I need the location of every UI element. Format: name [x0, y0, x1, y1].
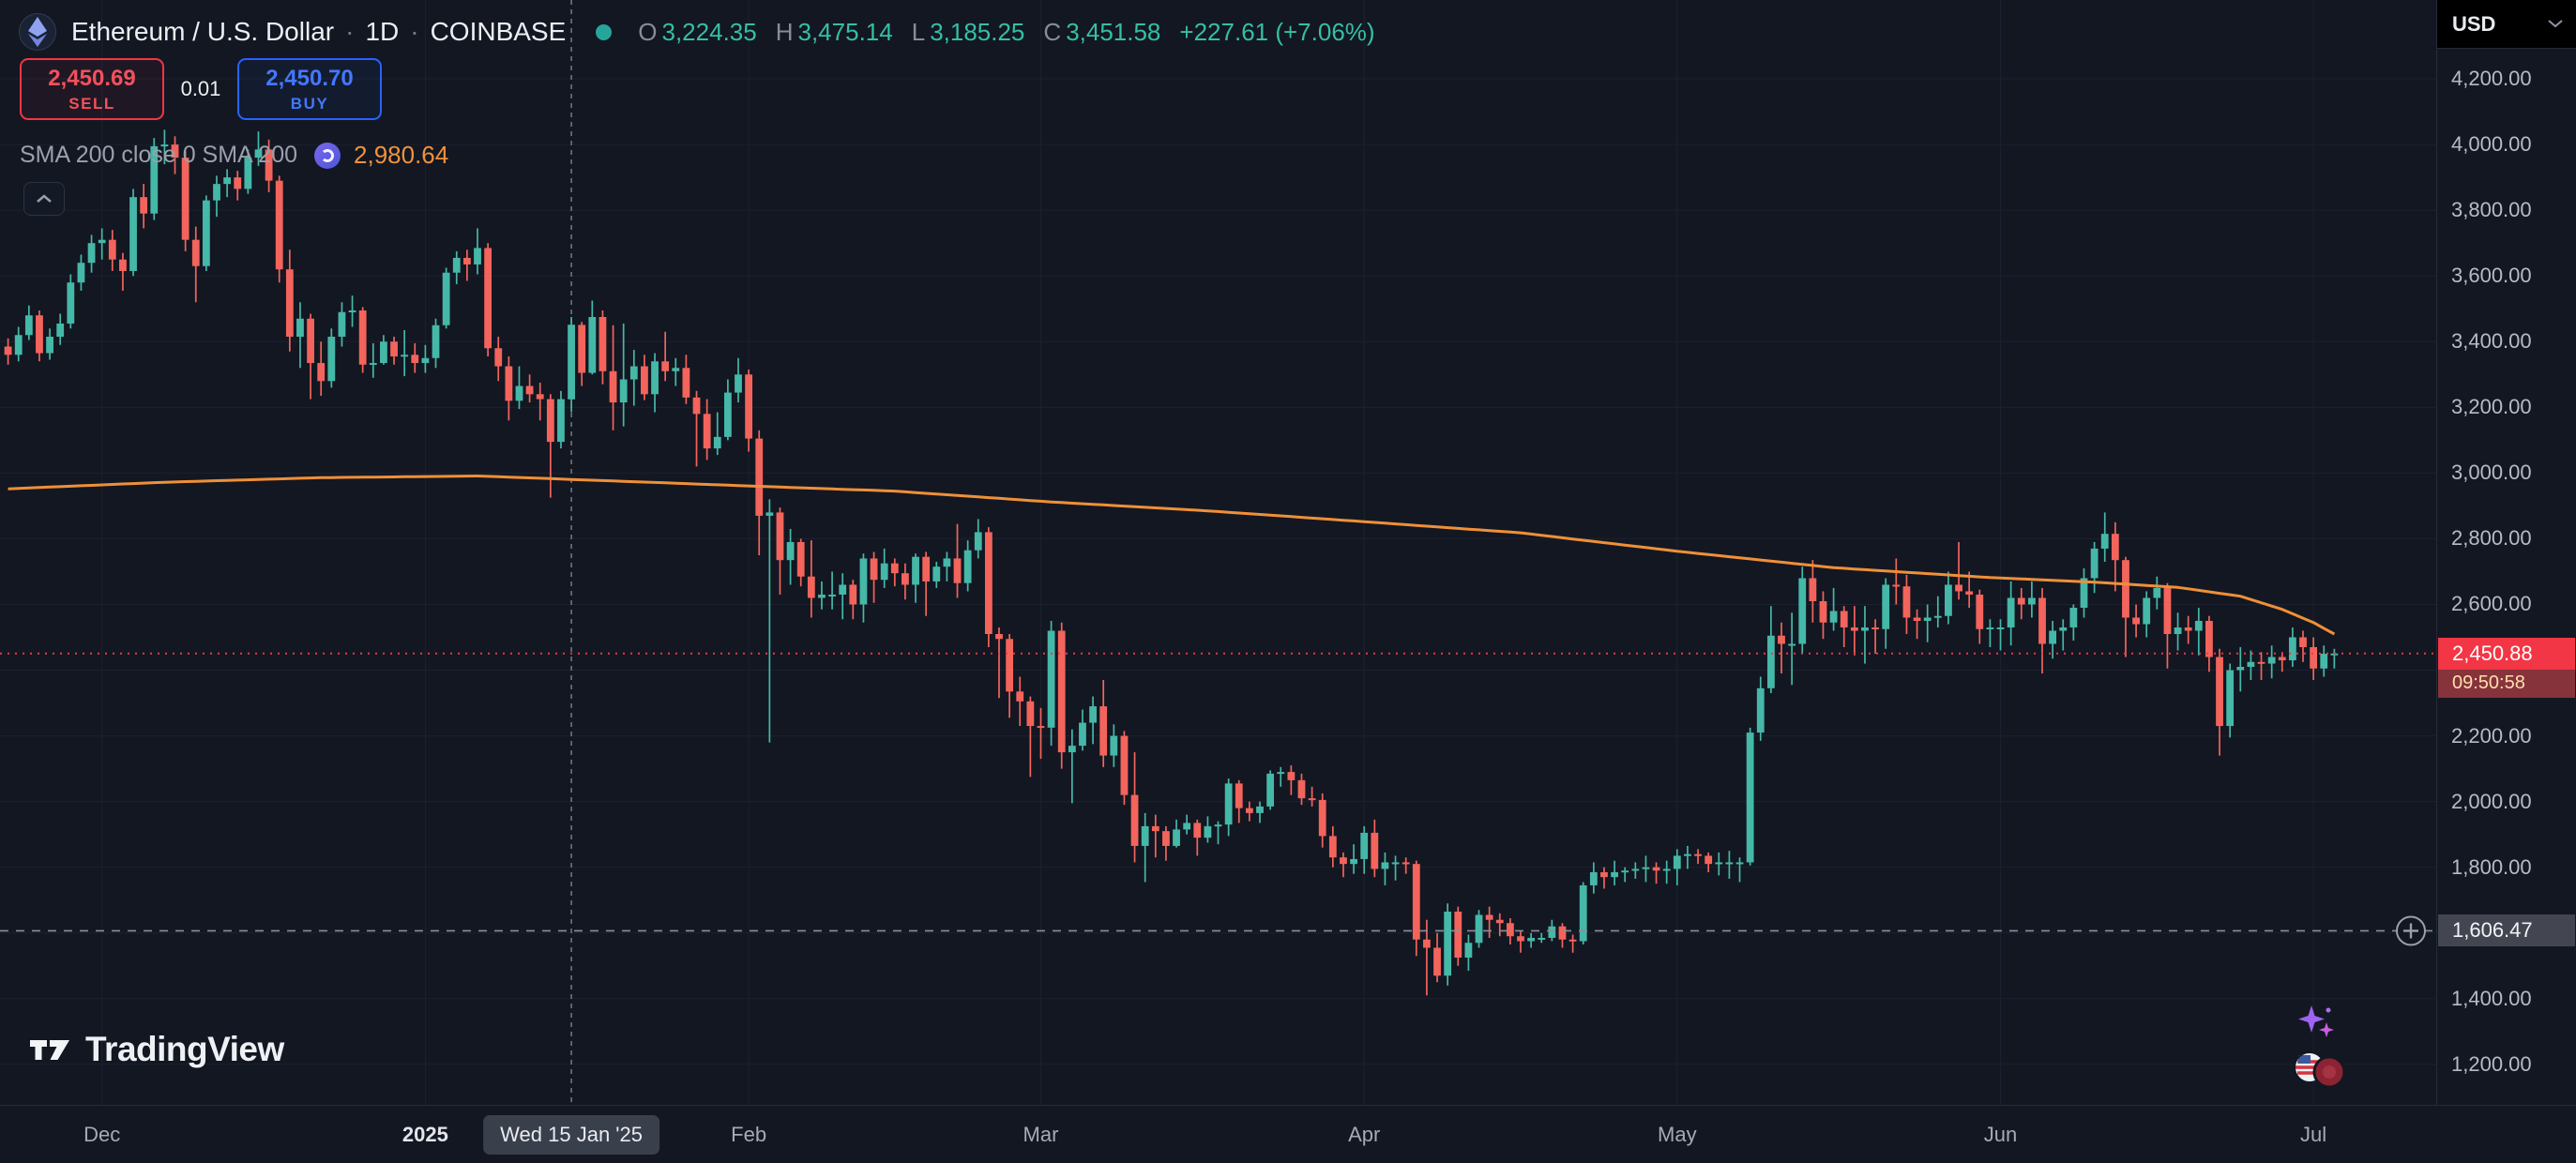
time-axis[interactable]: Dec 2025 Feb Mar Apr May Jun Jul Wed 15 Jan '25 — [0, 1105, 2576, 1163]
flag-badges-icon[interactable] — [2293, 1049, 2347, 1092]
time-tick-label: Dec — [83, 1123, 121, 1146]
grid-lines — [0, 0, 2436, 1105]
price-tick-label: 3,200.00 — [2451, 395, 2532, 419]
price-tick-label: 1,400.00 — [2451, 986, 2532, 1010]
price-tick-label: 1,200.00 — [2451, 1051, 2532, 1076]
time-tick-label: Jul — [2300, 1123, 2327, 1146]
time-tick-label: Apr — [1348, 1123, 1381, 1146]
close-value: 3,451.58 — [1066, 17, 1161, 46]
sell-button[interactable]: 2,450.69 SELL — [20, 58, 164, 120]
price-axis[interactable]: USD 4,200.00 4,000.00 3,800.00 3,600.00 3,40… — [2436, 0, 2576, 1105]
chevron-down-icon — [2548, 20, 2563, 28]
price-tick-label: 4,200.00 — [2451, 67, 2532, 91]
price-level-label: 1,606.47 — [2438, 914, 2575, 947]
high-value: 3,475.14 — [797, 17, 893, 46]
indicator-source-icon — [314, 142, 341, 169]
high-label: H — [775, 17, 794, 46]
ohlc-readout: O 3,224.35 H 3,475.14 L 3,185.25 C 3,451.58 … — [638, 18, 1374, 47]
buy-label: BUY — [290, 94, 329, 113]
add-alert-plus-icon[interactable] — [2396, 915, 2426, 946]
exchange-label[interactable]: COINBASE — [430, 17, 567, 46]
buy-sell-panel: 2,450.69 SELL 0.01 2,450.70 BUY — [20, 58, 382, 120]
chevron-up-icon — [37, 194, 52, 203]
bar-countdown: 09:50:58 — [2438, 669, 2575, 698]
price-tick-label: 3,000.00 — [2451, 461, 2532, 485]
tradingview-logo-text: TradingView — [85, 1030, 284, 1068]
change-value: +227.61 (+7.06%) — [1179, 17, 1375, 46]
price-tick-label: 3,600.00 — [2451, 264, 2532, 288]
sma-legend-label: SMA 200 close 0 SMA 200 — [20, 142, 298, 168]
chart-legend: Ethereum / U.S. Dollar · 1D · COINBASE O… — [19, 11, 1375, 53]
crosshair-date-label: Wed 15 Jan '25 — [483, 1115, 659, 1155]
current-price-value: 2,450.88 — [2438, 637, 2575, 670]
tradingview-logo-icon — [30, 1040, 69, 1060]
legend-collapse-button[interactable] — [23, 182, 65, 216]
currency-label: USD — [2452, 11, 2496, 36]
candlesticks — [4, 129, 2339, 996]
time-tick-label: 2025 — [402, 1123, 448, 1146]
ethereum-logo-icon — [19, 13, 56, 51]
symbol-title[interactable]: Ethereum / U.S. Dollar — [71, 17, 335, 46]
current-price-label: 2,450.88 09:50:58 — [2438, 637, 2575, 698]
price-tick-label: 2,600.00 — [2451, 592, 2532, 616]
open-label: O — [638, 17, 658, 46]
market-open-dot — [596, 23, 613, 40]
close-label: C — [1043, 17, 1062, 46]
spread-value: 0.01 — [180, 77, 221, 100]
price-tick-label: 3,400.00 — [2451, 329, 2532, 354]
ai-sparkle-icon[interactable] — [2293, 998, 2338, 1043]
interval-label[interactable]: 1D — [365, 17, 400, 46]
buy-price: 2,450.70 — [265, 65, 354, 91]
price-tick-label: 2,000.00 — [2451, 789, 2532, 813]
price-tick-label: 3,800.00 — [2451, 198, 2532, 222]
time-tick-label: May — [1658, 1123, 1697, 1146]
separator: · — [345, 17, 355, 46]
tradingview-logo[interactable]: TradingView — [28, 1030, 284, 1069]
open-value: 3,224.35 — [661, 17, 757, 46]
chart-canvas[interactable]: Ethereum / U.S. Dollar · 1D · COINBASE O… — [0, 0, 2436, 1105]
sma-value: 2,980.64 — [354, 141, 449, 169]
currency-selector[interactable]: USD — [2437, 0, 2576, 49]
time-tick-label: Mar — [1023, 1123, 1059, 1146]
time-tick-label: Feb — [731, 1123, 767, 1146]
low-value: 3,185.25 — [930, 17, 1025, 46]
indicator-legend-sma[interactable]: SMA 200 close 0 SMA 200 2,980.64 — [20, 141, 448, 170]
price-tick-label: 2,200.00 — [2451, 723, 2532, 748]
candlestick-chart[interactable] — [0, 0, 2436, 1105]
sma-200-line — [8, 475, 2336, 636]
low-label: L — [911, 17, 926, 46]
buy-button[interactable]: 2,450.70 BUY — [237, 58, 382, 120]
price-tick-label: 2,800.00 — [2451, 526, 2532, 551]
separator: · — [410, 17, 419, 46]
price-tick-label: 4,000.00 — [2451, 132, 2532, 157]
sell-label: SELL — [68, 94, 115, 113]
time-tick-label: Jun — [1983, 1123, 2018, 1146]
sell-price: 2,450.69 — [48, 65, 136, 91]
price-tick-label: 1,800.00 — [2451, 854, 2532, 879]
